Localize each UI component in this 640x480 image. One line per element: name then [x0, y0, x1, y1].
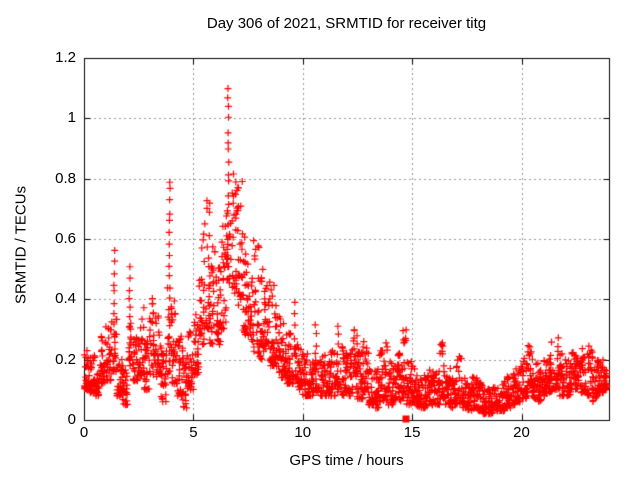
y-tick-label: 0.6	[55, 230, 76, 247]
chart-title: Day 306 of 2021, SRMTID for receiver tit…	[206, 15, 487, 32]
y-tick-label: 0.4	[55, 290, 76, 308]
x-tick-label: 0	[79, 424, 89, 441]
y-tick-label: 0.2	[55, 350, 76, 368]
y-tick-label: 0.8	[55, 169, 76, 187]
x-tick-label: 20	[513, 424, 530, 441]
y-tick-label: 1	[67, 109, 76, 127]
x-axis-label: GPS time / hours	[289, 452, 404, 469]
x-tick-label: 10	[294, 424, 312, 441]
x-tick-label: 15	[403, 424, 421, 441]
y-tick-label: 1.2	[55, 49, 76, 66]
y-tick-label: 0	[67, 411, 76, 428]
x-tick-label: 5	[189, 424, 198, 441]
